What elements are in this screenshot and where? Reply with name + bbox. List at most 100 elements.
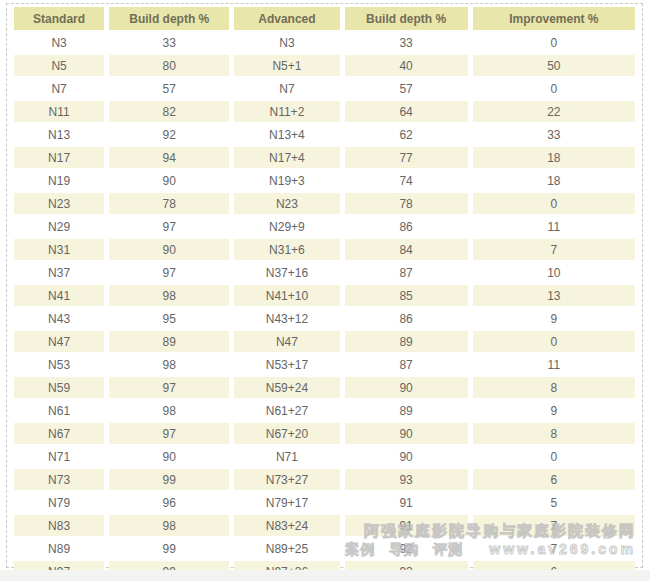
cell-advanced: N23 <box>234 193 339 214</box>
cell-standard-depth: 98 <box>109 515 229 536</box>
table-row: N7996N79+17915 <box>14 492 635 513</box>
cell-advanced-depth: 74 <box>345 170 468 191</box>
cell-improvement: 9 <box>473 400 635 421</box>
cell-standard-depth: 97 <box>109 423 229 444</box>
table-row: N4198N41+108513 <box>14 285 635 306</box>
cell-advanced-depth: 64 <box>345 101 468 122</box>
cell-standard-depth: 78 <box>109 193 229 214</box>
cell-improvement: 50 <box>473 55 635 76</box>
cell-standard: N43 <box>14 308 104 329</box>
cell-standard: N23 <box>14 193 104 214</box>
cell-standard-depth: 99 <box>109 469 229 490</box>
cell-advanced: N5+1 <box>234 55 339 76</box>
cell-standard-depth: 90 <box>109 170 229 191</box>
table-row: N1182N11+26422 <box>14 101 635 122</box>
cell-advanced-depth: 92 <box>345 538 468 559</box>
table-row: N7190N71900 <box>14 446 635 467</box>
cell-standard: N67 <box>14 423 104 444</box>
cell-improvement: 11 <box>473 216 635 237</box>
cell-improvement: 9 <box>473 308 635 329</box>
cell-advanced: N37+16 <box>234 262 339 283</box>
cell-standard-depth: 92 <box>109 124 229 145</box>
cell-standard: N31 <box>14 239 104 260</box>
cell-advanced-depth: 93 <box>345 469 468 490</box>
table-row: N2378N23780 <box>14 193 635 214</box>
cell-advanced-depth: 84 <box>345 239 468 260</box>
column-header: Advanced <box>234 7 339 30</box>
table-frame: StandardBuild depth %AdvancedBuild depth… <box>6 3 643 568</box>
cell-improvement: 13 <box>473 285 635 306</box>
cell-advanced: N71 <box>234 446 339 467</box>
table-row: N1990N19+37418 <box>14 170 635 191</box>
cell-improvement: 11 <box>473 354 635 375</box>
cell-standard: N13 <box>14 124 104 145</box>
cell-standard-depth: 57 <box>109 78 229 99</box>
cell-standard: N19 <box>14 170 104 191</box>
cell-advanced: N79+17 <box>234 492 339 513</box>
cell-improvement: 7 <box>473 515 635 536</box>
table-row: N8999N89+25927 <box>14 538 635 559</box>
cell-standard-depth: 95 <box>109 308 229 329</box>
table-row: N3797N37+168710 <box>14 262 635 283</box>
cell-standard-depth: 80 <box>109 55 229 76</box>
table-row: N1794N17+47718 <box>14 147 635 168</box>
cell-advanced: N17+4 <box>234 147 339 168</box>
cell-advanced: N89+25 <box>234 538 339 559</box>
cell-advanced-depth: 87 <box>345 262 468 283</box>
page-bottom-strip <box>0 570 650 581</box>
build-depth-table: StandardBuild depth %AdvancedBuild depth… <box>9 5 640 581</box>
cell-standard-depth: 90 <box>109 446 229 467</box>
cell-improvement: 7 <box>473 538 635 559</box>
cell-standard-depth: 82 <box>109 101 229 122</box>
cell-improvement: 0 <box>473 32 635 53</box>
cell-advanced: N83+24 <box>234 515 339 536</box>
column-header: Improvement % <box>473 7 635 30</box>
cell-advanced-depth: 90 <box>345 446 468 467</box>
cell-advanced-depth: 40 <box>345 55 468 76</box>
cell-standard: N5 <box>14 55 104 76</box>
cell-standard: N3 <box>14 32 104 53</box>
cell-advanced: N31+6 <box>234 239 339 260</box>
cell-advanced-depth: 62 <box>345 124 468 145</box>
table-row: N7399N73+27936 <box>14 469 635 490</box>
column-header: Standard <box>14 7 104 30</box>
cell-advanced: N47 <box>234 331 339 352</box>
table-row: N580N5+1 4050 <box>14 55 635 76</box>
cell-improvement: 22 <box>473 101 635 122</box>
cell-standard: N59 <box>14 377 104 398</box>
cell-standard-depth: 97 <box>109 377 229 398</box>
cell-standard: N73 <box>14 469 104 490</box>
cell-improvement: 10 <box>473 262 635 283</box>
cell-advanced-depth: 90 <box>345 423 468 444</box>
cell-improvement: 18 <box>473 147 635 168</box>
table-row: N5997N59+24908 <box>14 377 635 398</box>
cell-advanced: N3 <box>234 32 339 53</box>
cell-improvement: 0 <box>473 446 635 467</box>
cell-standard: N89 <box>14 538 104 559</box>
cell-standard: N17 <box>14 147 104 168</box>
cell-advanced: N43+12 <box>234 308 339 329</box>
cell-standard-depth: 89 <box>109 331 229 352</box>
cell-standard: N37 <box>14 262 104 283</box>
cell-standard-depth: 94 <box>109 147 229 168</box>
cell-standard: N29 <box>14 216 104 237</box>
table-row: N6198N61+27899 <box>14 400 635 421</box>
cell-standard-depth: 96 <box>109 492 229 513</box>
table-row: N1392N13+4 6233 <box>14 124 635 145</box>
cell-advanced-depth: 57 <box>345 78 468 99</box>
cell-advanced-depth: 91 <box>345 515 468 536</box>
cell-improvement: 33 <box>473 124 635 145</box>
cell-standard-depth: 90 <box>109 239 229 260</box>
table-row: N5398N53+178711 <box>14 354 635 375</box>
cell-improvement: 18 <box>473 170 635 191</box>
cell-advanced-depth: 89 <box>345 400 468 421</box>
cell-advanced: N61+27 <box>234 400 339 421</box>
cell-advanced-depth: 33 <box>345 32 468 53</box>
cell-advanced: N13+4 <box>234 124 339 145</box>
cell-advanced: N53+17 <box>234 354 339 375</box>
cell-standard-depth: 98 <box>109 354 229 375</box>
cell-standard-depth: 97 <box>109 216 229 237</box>
table-body: N333N3330N580N5+14050N757N7570N1182N11+2… <box>14 32 635 581</box>
table-row: N2997N29+98611 <box>14 216 635 237</box>
cell-advanced: N59+24 <box>234 377 339 398</box>
